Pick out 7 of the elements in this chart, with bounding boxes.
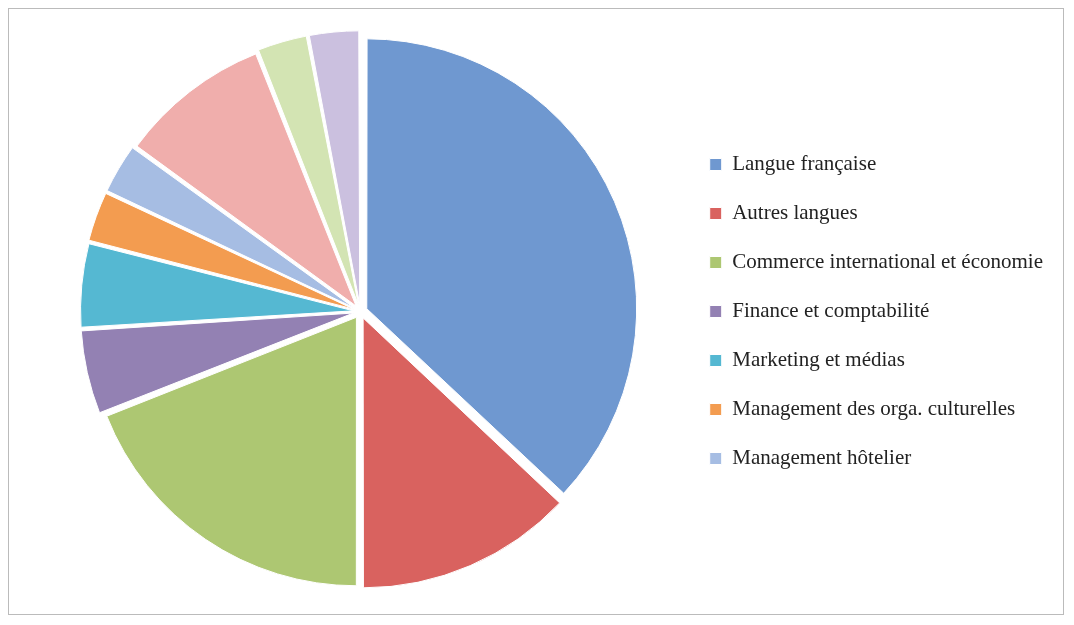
legend-label: Management hôtelier xyxy=(732,445,912,470)
legend-label: Commerce international et économie xyxy=(732,249,1043,274)
legend-label: Autres langues xyxy=(732,200,858,225)
legend-label: Management des orga. culturelles xyxy=(732,396,1016,421)
legend-label: Langue française xyxy=(732,151,877,176)
legend-label: Marketing et médias xyxy=(732,347,905,372)
legend-label: Finance et comptabilité xyxy=(732,298,930,323)
